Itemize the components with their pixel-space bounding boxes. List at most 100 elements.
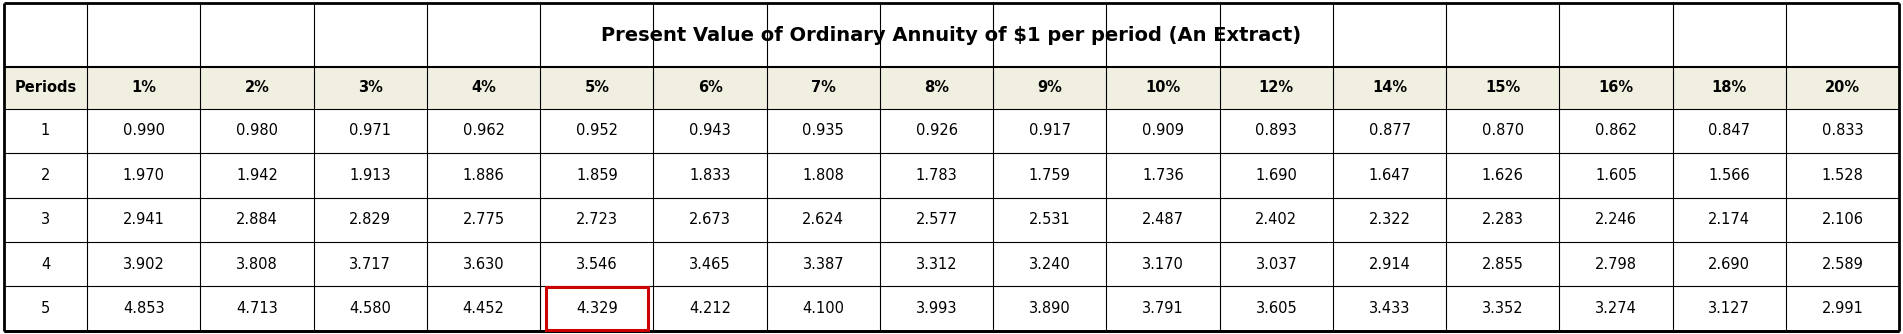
Bar <box>1220 109 1332 153</box>
Text: 0.893: 0.893 <box>1256 124 1298 138</box>
Bar <box>1559 109 1673 153</box>
Bar <box>200 242 314 286</box>
Text: 18%: 18% <box>1711 80 1747 96</box>
Text: 5%: 5% <box>584 80 609 96</box>
Text: 4%: 4% <box>472 80 497 96</box>
Text: 2.855: 2.855 <box>1482 257 1524 272</box>
Bar <box>1332 67 1446 109</box>
Text: 0.962: 0.962 <box>462 124 504 138</box>
Text: 20%: 20% <box>1825 80 1859 96</box>
Bar <box>540 109 653 153</box>
Text: 2.246: 2.246 <box>1595 212 1637 227</box>
Text: 3.433: 3.433 <box>1368 301 1410 316</box>
Bar <box>200 197 314 242</box>
Text: 1.528: 1.528 <box>1821 168 1863 183</box>
Text: 3.808: 3.808 <box>236 257 278 272</box>
Bar <box>879 242 993 286</box>
Bar <box>4 109 88 153</box>
Text: 2.322: 2.322 <box>1368 212 1410 227</box>
Bar <box>426 67 540 109</box>
Bar <box>314 242 426 286</box>
Text: 1: 1 <box>40 124 49 138</box>
Bar <box>314 286 426 331</box>
Bar <box>1106 286 1220 331</box>
Bar <box>1220 242 1332 286</box>
Bar <box>546 287 647 330</box>
Bar <box>88 242 200 286</box>
Bar <box>1106 197 1220 242</box>
Bar <box>200 109 314 153</box>
Text: 0.833: 0.833 <box>1821 124 1863 138</box>
Text: 3.791: 3.791 <box>1142 301 1184 316</box>
Bar <box>4 286 88 331</box>
Bar <box>1673 67 1785 109</box>
Bar <box>426 197 540 242</box>
Text: 7%: 7% <box>811 80 835 96</box>
Text: 0.935: 0.935 <box>803 124 845 138</box>
Bar <box>1446 197 1559 242</box>
Text: 1.833: 1.833 <box>689 168 731 183</box>
Text: 0.870: 0.870 <box>1482 124 1524 138</box>
Text: 9%: 9% <box>1037 80 1062 96</box>
Text: 0.990: 0.990 <box>124 124 166 138</box>
Text: 2.624: 2.624 <box>803 212 845 227</box>
Bar <box>426 109 540 153</box>
Bar <box>88 67 200 109</box>
Bar <box>1785 197 1899 242</box>
Bar <box>4 197 88 242</box>
Bar <box>1106 153 1220 197</box>
Bar <box>4 67 88 109</box>
Text: 0.980: 0.980 <box>236 124 278 138</box>
Text: 2.723: 2.723 <box>577 212 618 227</box>
Bar <box>653 67 767 109</box>
Text: 1.913: 1.913 <box>350 168 392 183</box>
Bar <box>1785 286 1899 331</box>
Text: 1.808: 1.808 <box>803 168 845 183</box>
Bar <box>540 153 653 197</box>
Text: 0.909: 0.909 <box>1142 124 1184 138</box>
Bar <box>1332 109 1446 153</box>
Bar <box>767 286 879 331</box>
Bar <box>1446 67 1559 109</box>
Text: 2.690: 2.690 <box>1709 257 1751 272</box>
Bar <box>879 67 993 109</box>
Bar <box>4 3 1899 67</box>
Bar <box>540 286 653 331</box>
Bar <box>314 197 426 242</box>
Text: 1.647: 1.647 <box>1368 168 1410 183</box>
Text: 3.465: 3.465 <box>689 257 731 272</box>
Bar <box>1559 153 1673 197</box>
Bar <box>1673 109 1785 153</box>
Bar <box>1673 242 1785 286</box>
Text: 4.100: 4.100 <box>803 301 845 316</box>
Text: 3%: 3% <box>358 80 383 96</box>
Text: 0.952: 0.952 <box>577 124 618 138</box>
Text: 2.798: 2.798 <box>1595 257 1637 272</box>
Text: 3.630: 3.630 <box>462 257 504 272</box>
Text: 3.717: 3.717 <box>350 257 392 272</box>
Bar <box>200 67 314 109</box>
Bar <box>1106 67 1220 109</box>
Text: 2.174: 2.174 <box>1709 212 1751 227</box>
Bar <box>993 242 1106 286</box>
Bar <box>993 153 1106 197</box>
Text: 3.274: 3.274 <box>1595 301 1637 316</box>
Text: 4.713: 4.713 <box>236 301 278 316</box>
Text: 4.853: 4.853 <box>124 301 166 316</box>
Text: 1.605: 1.605 <box>1595 168 1637 183</box>
Bar <box>540 242 653 286</box>
Text: 3.352: 3.352 <box>1482 301 1524 316</box>
Text: 6%: 6% <box>698 80 723 96</box>
Text: 4.329: 4.329 <box>577 301 618 316</box>
Bar <box>1673 286 1785 331</box>
Bar <box>4 153 88 197</box>
Text: 2.577: 2.577 <box>915 212 957 227</box>
Bar <box>540 67 653 109</box>
Bar <box>88 153 200 197</box>
Bar <box>1106 242 1220 286</box>
Bar <box>1220 286 1332 331</box>
Text: 3.312: 3.312 <box>915 257 957 272</box>
Text: 2.531: 2.531 <box>1030 212 1071 227</box>
Text: 1.886: 1.886 <box>462 168 504 183</box>
Text: 1.626: 1.626 <box>1482 168 1524 183</box>
